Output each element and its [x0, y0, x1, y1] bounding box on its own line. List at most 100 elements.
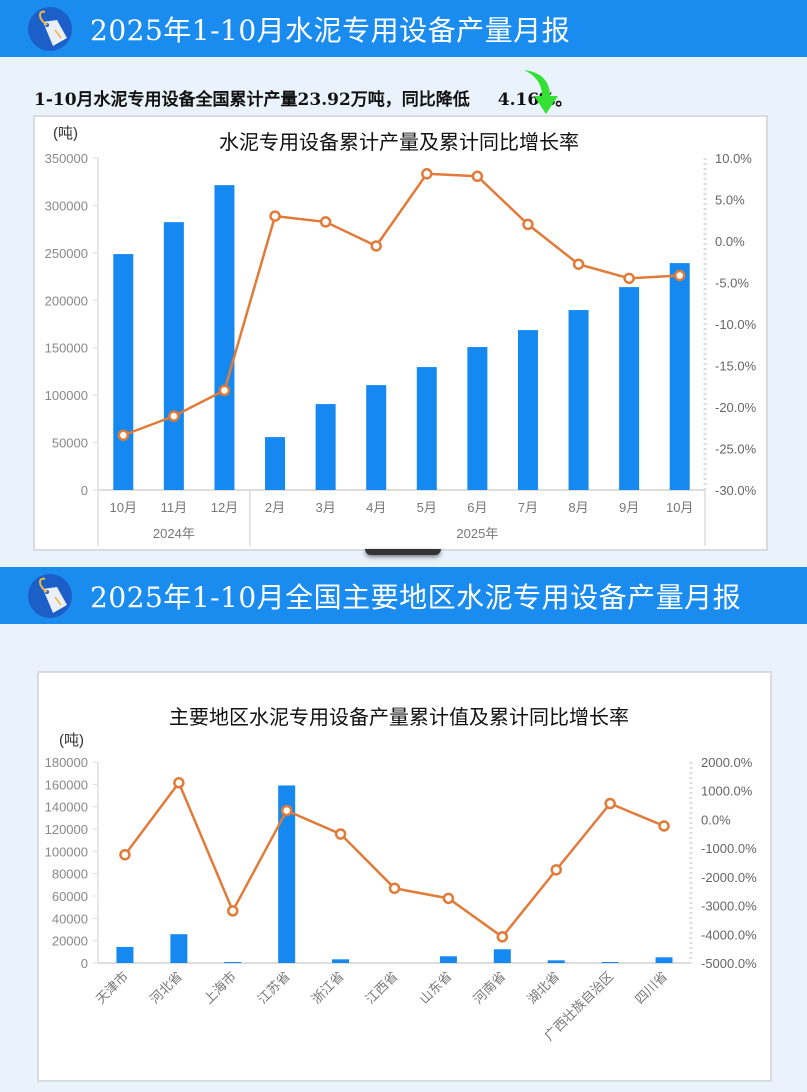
y2-tick-label: -5000.0% — [701, 956, 757, 971]
x-tick-label: 6月 — [467, 500, 487, 515]
y-tick-label: 180000 — [45, 755, 88, 770]
line-point[interactable] — [218, 384, 231, 397]
y-tick-label: 140000 — [45, 800, 88, 815]
y2-tick-label: 0.0% — [701, 812, 731, 827]
x-tick-label: 湖北省 — [524, 969, 562, 1007]
line-point[interactable] — [334, 828, 347, 840]
bar[interactable] — [265, 437, 286, 490]
y-axis-unit-label: (吨) — [59, 732, 84, 749]
x-tick-label: 江苏省 — [255, 969, 293, 1007]
line-point[interactable] — [658, 820, 670, 832]
line-point[interactable] — [227, 905, 239, 917]
y-tick-label: 120000 — [45, 822, 88, 837]
y-tick-label: 80000 — [52, 867, 88, 882]
bar[interactable] — [113, 254, 134, 490]
x-tick-label: 5月 — [417, 500, 437, 515]
y-tick-label: 50000 — [52, 436, 88, 451]
line-point[interactable] — [471, 170, 484, 183]
bar[interactable] — [493, 949, 511, 963]
bar[interactable] — [517, 330, 538, 490]
y2-tick-label: -30.0% — [715, 483, 757, 498]
y2-tick-label: 1000.0% — [701, 784, 753, 799]
line-point[interactable] — [673, 269, 686, 282]
line-point[interactable] — [168, 410, 180, 422]
y2-tick-label: -15.0% — [715, 359, 757, 374]
line-point[interactable] — [496, 931, 509, 943]
green-down-arrow-icon — [524, 70, 558, 114]
bar[interactable] — [601, 961, 619, 963]
bar[interactable] — [224, 961, 242, 963]
bar[interactable] — [332, 959, 350, 963]
divider-tab — [365, 549, 441, 555]
section-title: 2025年1-10月全国主要地区水泥专用设备产量月报 — [90, 581, 742, 614]
bar[interactable] — [278, 785, 296, 963]
y-tick-label: 160000 — [45, 777, 88, 792]
y2-tick-label: 2000.0% — [701, 755, 753, 770]
line-point[interactable] — [173, 777, 185, 789]
summary-sentence: 1-10月水泥专用设备全国累计产量23.92万吨，同比降低 — [34, 90, 470, 110]
line-point[interactable] — [442, 892, 455, 905]
line-point[interactable] — [119, 849, 131, 861]
x-group-label: 2024年 — [153, 526, 195, 541]
bar[interactable] — [170, 934, 188, 963]
national-production-chart: 水泥专用设备累计产量及累计同比增长率 (吨) 0 50000 100000 150000 2… — [45, 125, 757, 546]
bar[interactable] — [439, 956, 457, 963]
bar[interactable] — [547, 960, 565, 963]
x-tick-label: 7月 — [518, 500, 538, 515]
growth-rate-line — [123, 780, 665, 939]
bar[interactable] — [467, 347, 488, 490]
y-tick-label: 0 — [81, 483, 88, 498]
x-tick-label: 浙江省 — [309, 969, 347, 1007]
section-header-regional: 2025年1-10月全国主要地区水泥专用设备产量月报 — [0, 567, 807, 624]
line-point[interactable] — [117, 429, 130, 441]
growth-rate-line — [122, 172, 680, 437]
line-point[interactable] — [572, 258, 585, 270]
bar[interactable] — [214, 185, 235, 490]
x-group-label: 2025年 — [456, 526, 498, 541]
line-point[interactable] — [319, 216, 332, 228]
x-tick-label: 四川省 — [632, 969, 670, 1007]
x-tick-label: 11月 — [161, 500, 188, 515]
bar[interactable] — [669, 263, 690, 490]
y2-tick-label: -1000.0% — [701, 841, 757, 856]
x-tick-label: 江西省 — [362, 969, 400, 1007]
bar[interactable] — [568, 310, 589, 490]
x-tick-label: 3月 — [316, 500, 336, 515]
regional-production-chart: 主要地区水泥专用设备产量累计值及累计同比增长率 (吨) 0 20000 40000 600… — [45, 706, 757, 1043]
line-point[interactable] — [280, 804, 293, 817]
y-tick-label: 100000 — [45, 844, 88, 859]
summary-percentage: 4.16%。 — [497, 90, 573, 110]
bar[interactable] — [315, 404, 336, 490]
x-tick-label: 天津市 — [93, 969, 131, 1007]
y-tick-label: 40000 — [52, 911, 88, 926]
line-point[interactable] — [421, 168, 433, 180]
line-point[interactable] — [269, 210, 281, 222]
price-tag-icon — [28, 7, 72, 51]
line-point[interactable] — [522, 218, 534, 231]
y2-tick-label: -5.0% — [715, 276, 749, 291]
line-point[interactable] — [623, 272, 635, 285]
y-tick-label: 150000 — [45, 341, 88, 356]
bar[interactable] — [116, 946, 134, 963]
line-point[interactable] — [604, 797, 616, 810]
bar[interactable] — [416, 367, 437, 490]
y-tick-label: 20000 — [52, 934, 88, 949]
x-tick-label: 10月 — [666, 500, 693, 515]
bar[interactable] — [619, 287, 640, 490]
y-tick-label: 60000 — [52, 889, 88, 904]
x-tick-label: 12月 — [211, 500, 238, 515]
y-tick-label: 300000 — [45, 198, 88, 213]
y-tick-label: 200000 — [45, 293, 88, 308]
y-tick-label: 100000 — [45, 388, 88, 403]
x-tick-label: 2月 — [265, 500, 285, 515]
x-tick-label: 8月 — [568, 500, 588, 515]
line-point[interactable] — [550, 864, 562, 876]
line-point[interactable] — [370, 240, 382, 252]
y2-tick-label: 0.0% — [715, 234, 745, 249]
bar[interactable] — [366, 385, 387, 490]
y2-tick-label: -2000.0% — [701, 870, 757, 885]
bar[interactable] — [163, 222, 184, 491]
line-point[interactable] — [388, 882, 401, 895]
bar[interactable] — [655, 957, 673, 963]
y2-tick-label: -3000.0% — [701, 899, 757, 914]
